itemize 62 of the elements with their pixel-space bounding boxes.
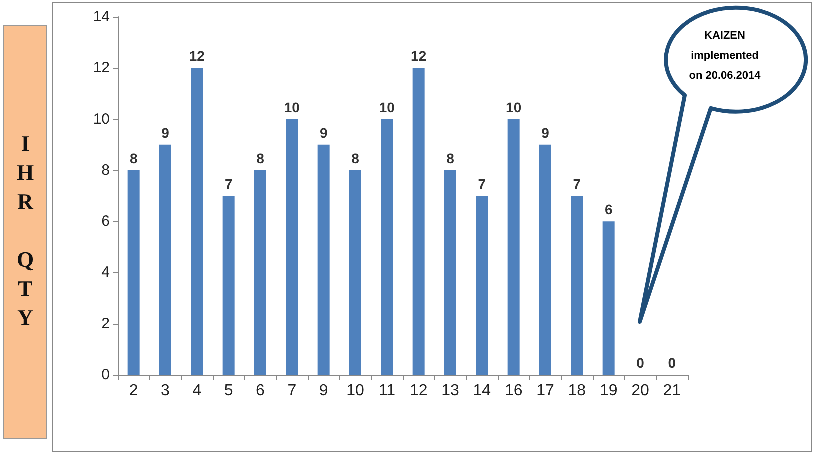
data-label: 9: [162, 124, 170, 141]
data-label: 12: [189, 48, 206, 64]
data-label: 10: [379, 99, 396, 116]
text: KAIZEN implemented on 20.06.2014: [688, 29, 762, 84]
bar: [381, 119, 394, 375]
x-tick-label: 20: [632, 382, 650, 400]
data-label: 8: [352, 150, 360, 166]
x-tick-label: 3: [161, 382, 170, 400]
x-tick-label: 21: [663, 382, 682, 400]
data-label: 0: [636, 355, 645, 371]
y-tick-label: 0: [102, 366, 110, 384]
y-tick-label: 8: [102, 162, 110, 179]
bar: [286, 119, 298, 375]
x-tick-label: 18: [568, 382, 586, 400]
x-tick-label: 17: [536, 382, 554, 400]
data-label: 8: [130, 150, 138, 166]
x-tick-label: 4: [192, 382, 202, 400]
data-label: 7: [478, 176, 486, 192]
x-tick-label: 7: [288, 382, 297, 400]
bar: [476, 196, 488, 375]
bar: [160, 144, 172, 375]
bar: [128, 170, 140, 375]
data-label: 7: [573, 176, 582, 192]
y-axis-title: IHR QTY: [12, 130, 38, 334]
x-tick-label: 6: [256, 382, 266, 400]
bar: [350, 170, 362, 375]
bar: [508, 119, 520, 375]
x-tick-label: 2: [129, 382, 138, 400]
bar: [318, 144, 330, 375]
y-tick-label: 6: [102, 213, 110, 230]
bar: [191, 68, 204, 375]
data-label: 6: [604, 202, 613, 218]
data-label: 12: [411, 48, 427, 64]
y-tick-label: 14: [93, 8, 110, 26]
data-label: 8: [256, 150, 265, 166]
bar: [602, 222, 615, 375]
data-label: 7: [224, 176, 233, 192]
bar: [444, 170, 456, 375]
data-label: 9: [542, 124, 550, 141]
bar: [222, 196, 235, 375]
y-tick-label: 10: [93, 110, 110, 128]
bar: [571, 196, 584, 375]
y-tick-label: 12: [93, 60, 110, 77]
data-label: 10: [506, 99, 522, 116]
y-tick-label: 4: [102, 264, 110, 282]
data-label: 9: [320, 124, 328, 141]
x-tick-label: 13: [442, 382, 460, 400]
x-tick-label: 12: [410, 382, 428, 400]
x-tick-label: 10: [346, 382, 364, 400]
data-label: 8: [446, 150, 455, 166]
bar: [412, 68, 425, 375]
x-tick-label: 5: [224, 382, 234, 400]
y-tick-label: 2: [102, 315, 110, 332]
x-tick-label: 11: [378, 382, 396, 400]
x-tick-label: 19: [600, 382, 618, 400]
bar: [540, 144, 552, 375]
x-tick-label: 16: [504, 382, 523, 400]
x-tick-label: 9: [319, 382, 328, 400]
data-label: 10: [284, 99, 300, 116]
data-label: 0: [668, 355, 676, 371]
bar: [254, 170, 266, 375]
x-tick-label: 14: [473, 382, 492, 400]
